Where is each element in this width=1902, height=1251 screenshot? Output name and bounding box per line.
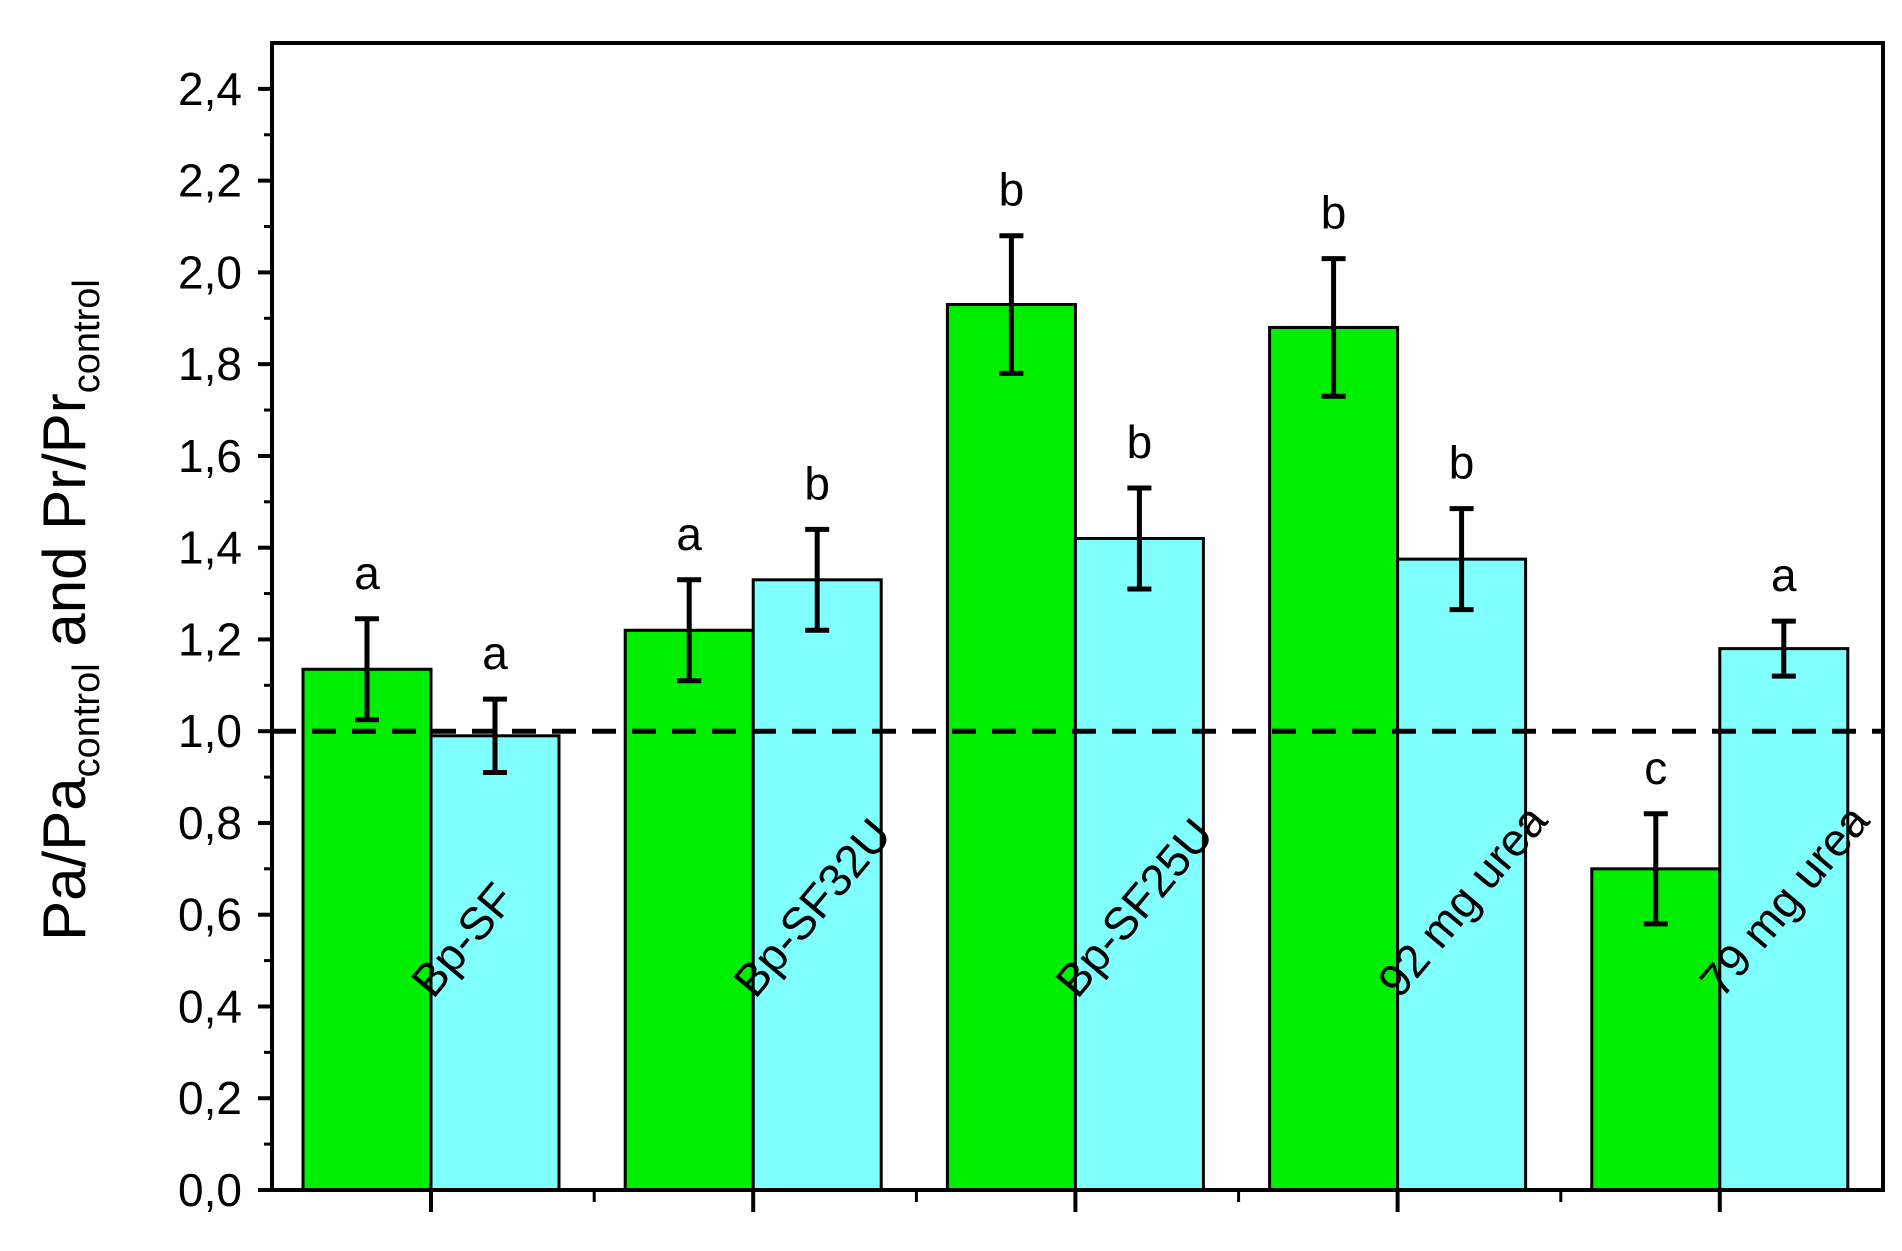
bar-series-1-3 xyxy=(945,303,1077,1192)
y-label-part-1: Pa/Pa xyxy=(31,777,98,941)
significance-letter: b xyxy=(804,457,830,509)
bars-layer xyxy=(301,303,1850,1192)
x-axis-ticks xyxy=(429,1190,1722,1212)
y-tick-label: 1,0 xyxy=(178,705,242,757)
error-bar xyxy=(1771,618,1796,679)
error-bar xyxy=(805,526,830,633)
error-bar xyxy=(1321,256,1346,399)
plot-frame xyxy=(270,41,1885,1192)
y-tick-label: 1,8 xyxy=(178,338,242,390)
bar-series-1-1 xyxy=(301,667,433,1192)
y-tick-label: 2,0 xyxy=(178,246,242,298)
significance-letter: b xyxy=(999,164,1025,216)
y-tick-label: 1,6 xyxy=(178,430,242,482)
y-tick-label: 2,2 xyxy=(178,155,242,207)
y-tick-label: 0,6 xyxy=(178,889,242,941)
error-bar xyxy=(355,616,379,723)
bar-series-2-2 xyxy=(751,578,883,1192)
y-tick-label: 0,4 xyxy=(178,980,242,1032)
bar-series-2-5 xyxy=(1718,647,1850,1192)
significance-letter: b xyxy=(1321,187,1347,239)
bar-series-2-1 xyxy=(429,734,561,1192)
significance-letter: a xyxy=(354,547,380,599)
y-axis-label: Pa/Pacontrol and Pr/Prcontrol xyxy=(31,279,108,941)
y-tick-label: 1,4 xyxy=(178,522,242,574)
bar-series-1-2 xyxy=(623,628,755,1192)
bar-series-2-4 xyxy=(1396,557,1528,1192)
significance-letter: a xyxy=(1771,549,1797,601)
y-label-part-2: and Pr/Pr xyxy=(31,393,98,663)
y-tick-label: 0,8 xyxy=(178,797,242,849)
significance-letter: b xyxy=(1127,416,1153,468)
error-bar xyxy=(1449,506,1474,613)
y-tick-label: 2,4 xyxy=(178,63,242,115)
error-bar xyxy=(1127,485,1152,592)
error-bar xyxy=(999,233,1024,376)
significance-letters-layer: a a a b b b b b c a xyxy=(354,164,1797,794)
error-bar xyxy=(677,577,702,684)
error-bar xyxy=(1643,811,1668,927)
error-bars-layer xyxy=(355,233,1796,927)
significance-letter: b xyxy=(1449,437,1475,489)
y-axis-ticks: 0,0 0,2 0,4 0,6 0,8 1,0 1,2 1,4 1,6 1,8 2,0 2,2 2,4 xyxy=(178,63,272,1216)
bar-series-1-4 xyxy=(1268,325,1400,1192)
y-tick-label: 0,0 xyxy=(178,1164,242,1216)
y-tick-label: 1,2 xyxy=(178,613,242,665)
y-tick-label: 0,2 xyxy=(178,1072,242,1124)
y-label-sub-1: control xyxy=(66,663,108,777)
significance-letter: c xyxy=(1644,742,1667,794)
significance-letter: a xyxy=(676,508,702,560)
y-label-sub-2: control xyxy=(66,279,108,393)
significance-letter: a xyxy=(482,627,508,679)
error-bar xyxy=(483,696,507,775)
